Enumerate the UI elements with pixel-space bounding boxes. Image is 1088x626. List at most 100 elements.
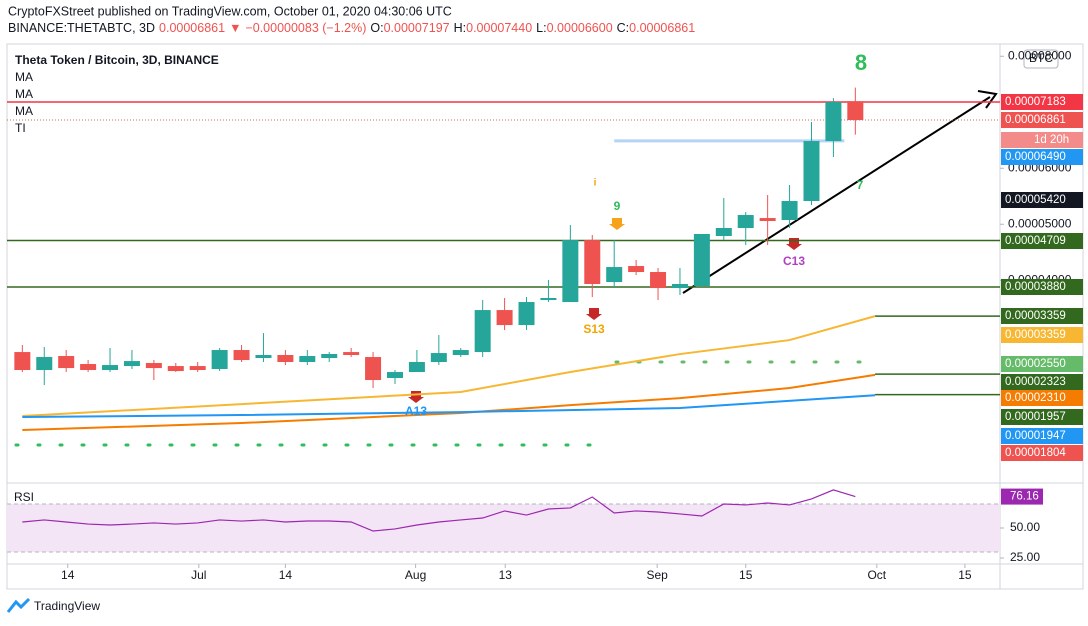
price-label-box: [1001, 149, 1083, 165]
price-label-box: [1001, 390, 1083, 406]
candle-body: [737, 215, 754, 229]
candle-body: [211, 350, 228, 370]
y-tick-label: 0.00005000: [1008, 216, 1072, 230]
candle-body: [496, 310, 513, 326]
candle-body: [803, 141, 820, 202]
price-label: 0.00006490: [1005, 151, 1066, 163]
candle-body: [14, 352, 31, 371]
candle-body: [102, 365, 119, 371]
candle-body: [36, 357, 53, 371]
candle-body: [562, 240, 579, 303]
x-tick-label: 15: [739, 568, 753, 582]
candle-body: [759, 218, 776, 222]
candle-body: [715, 228, 732, 237]
symbol-part: −0.00000083 (−1.2%): [245, 21, 366, 35]
rsi-label: RSI: [14, 490, 34, 504]
price-label: 0.00003359: [1005, 329, 1066, 341]
x-tick-label: 14: [279, 568, 293, 582]
annotation: C13: [783, 254, 805, 268]
rsi-value: 76.16: [1010, 491, 1039, 503]
candle-body: [343, 352, 360, 356]
candle-body: [365, 357, 382, 381]
candle-body: [277, 355, 294, 363]
symbol-part: 0.00006600: [547, 21, 613, 35]
x-tick-label: 13: [499, 568, 513, 582]
candle-body: [452, 350, 469, 356]
candle-body: [58, 356, 75, 369]
price-label: 0.00002310: [1005, 392, 1066, 404]
candle-body: [145, 363, 162, 369]
indicator-label: MA: [15, 87, 33, 101]
symbol-part: 0.00007440: [466, 21, 532, 35]
currency: BTC: [1029, 51, 1053, 65]
candle-body: [584, 240, 601, 285]
symbol-part: L:: [536, 21, 546, 35]
price-label: 0.00003359: [1005, 310, 1066, 322]
rsi-value-box: [1001, 488, 1043, 505]
symbol-part: H:: [454, 21, 467, 35]
annotation: A13: [405, 404, 427, 418]
symbol-part: BINANCE:THETABTC, 3D: [8, 21, 155, 35]
price-label: 0.00001947: [1005, 430, 1066, 442]
price-label: 0.00007183: [1005, 96, 1066, 108]
price-label-box: [1001, 308, 1083, 324]
candle-body: [233, 350, 250, 361]
annotation: 8: [855, 50, 867, 75]
price-label: 0.00002550: [1005, 358, 1066, 370]
price-label: 0.00006861: [1005, 114, 1066, 126]
y-tick-label: 50.00: [1010, 520, 1040, 534]
symbol-part: C:: [617, 21, 630, 35]
candle-body: [123, 361, 140, 367]
arrow-head: [977, 90, 998, 109]
candle-body: [671, 284, 688, 289]
arrow-icon: [609, 218, 625, 230]
annotation: 9: [614, 199, 621, 213]
ma-line: [22, 394, 876, 419]
y-tick-label: 25.00: [1010, 550, 1040, 564]
price-label-box: [1001, 279, 1083, 295]
symbol-line: BINANCE:THETABTC, 3D 0.00006861 ▼ −0.000000…: [8, 21, 695, 35]
symbol-part: 0.00006861: [629, 21, 695, 35]
price-label-box: [1001, 233, 1083, 249]
candle-body: [781, 201, 798, 220]
candle-body: [321, 354, 338, 359]
x-tick-label: Aug: [405, 568, 426, 582]
price-label-box: [1001, 409, 1083, 425]
trend-arrow: [682, 96, 991, 294]
candle-body: [693, 233, 710, 287]
candle-body: [650, 272, 667, 289]
x-tick-label: Oct: [867, 568, 886, 582]
price-label: 0.00001957: [1005, 411, 1066, 423]
price-label-box: [1001, 428, 1083, 444]
rsi-band: [7, 503, 1000, 553]
indicator-label: TI: [15, 121, 26, 135]
candle-body: [430, 353, 447, 363]
candle-body: [386, 372, 403, 379]
candle-body: [847, 101, 864, 121]
symbol-part: ▼: [229, 21, 241, 35]
price-label-box: [1001, 112, 1083, 128]
candle-body: [628, 266, 645, 273]
price-label: 0.00004709: [1005, 235, 1066, 247]
candle-body: [189, 366, 206, 371]
candle-body: [474, 310, 491, 353]
price-label-box: [1001, 356, 1083, 372]
annotation: 7: [857, 178, 864, 192]
ma-line: [22, 373, 876, 432]
price-label-box: [1001, 94, 1083, 110]
candle-body: [540, 298, 557, 301]
annotation: S13: [583, 322, 605, 336]
symbol-part: O:: [370, 21, 383, 35]
y-tick-label: 0.00008000: [1008, 48, 1072, 62]
price-label-box: [1001, 445, 1083, 461]
price-label-box: [1001, 327, 1083, 343]
x-tick-label: 14: [61, 568, 75, 582]
price-label-box: [1001, 132, 1083, 148]
logo: [6, 597, 31, 613]
candle-body: [255, 355, 272, 359]
candle-body: [167, 366, 184, 372]
symbol-part: 0.00006861: [159, 21, 225, 35]
arrow-icon: [586, 308, 602, 320]
candle-body: [606, 267, 623, 283]
